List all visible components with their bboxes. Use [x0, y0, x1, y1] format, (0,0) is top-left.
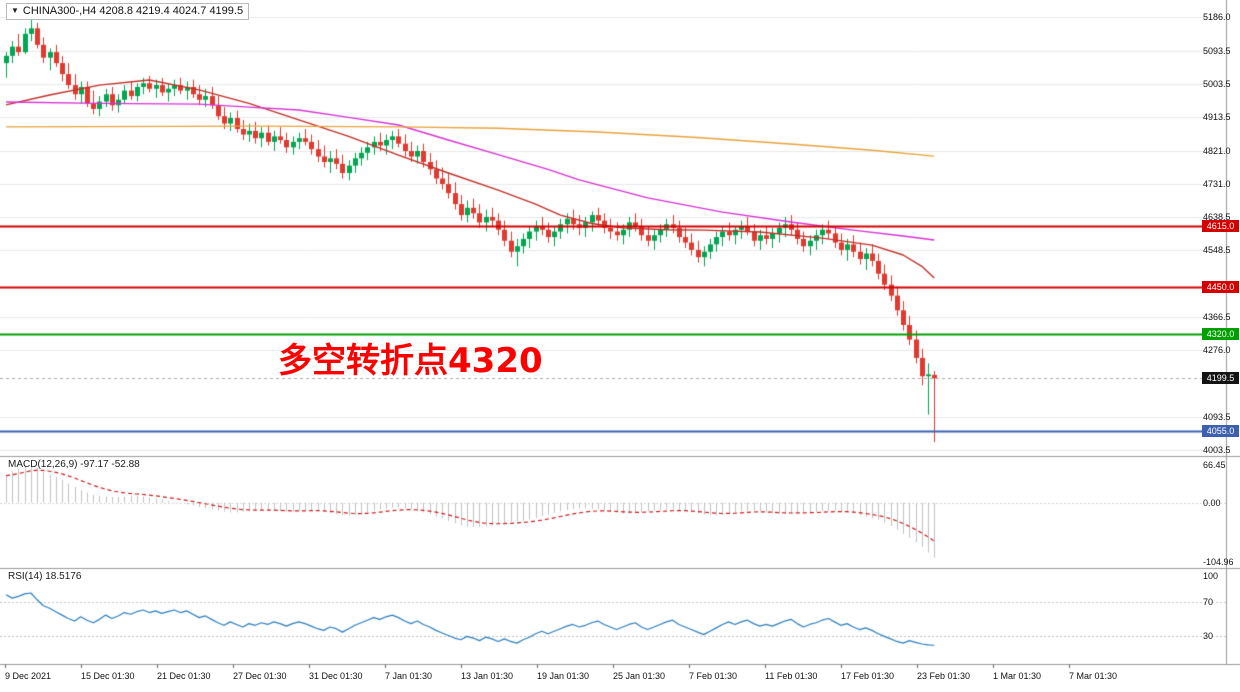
- time-tick-label: 11 Feb 01:30: [765, 671, 818, 681]
- price-tick-label: 4276.0: [1203, 345, 1231, 355]
- time-tick-label: 17 Feb 01:30: [841, 671, 895, 681]
- price-badge: 4055.0: [1202, 425, 1239, 437]
- rsi-tick-label: 70: [1203, 597, 1214, 607]
- macd-label: MACD(12,26,9) -97.17 -52.88: [8, 459, 140, 470]
- time-tick-label: 7 Feb 01:30: [689, 671, 738, 681]
- price-tick-label: 5003.5: [1203, 79, 1231, 89]
- collapse-icon[interactable]: ▼: [11, 6, 19, 15]
- chart-header: ▼ CHINA300-,H4 4208.8 4219.4 4024.7 4199.…: [6, 3, 250, 20]
- rsi-label: RSI(14) 18.5176: [8, 571, 82, 582]
- time-tick-label: 1 Mar 01:30: [993, 671, 1042, 681]
- rsi-tick-label: 30: [1203, 631, 1214, 641]
- price-tick-label: 4548.5: [1203, 245, 1231, 255]
- macd-tick-label: 0.00: [1203, 498, 1221, 508]
- time-tick-label: 7 Jan 01:30: [385, 671, 433, 681]
- price-tick-label: 4821.0: [1203, 146, 1231, 156]
- price-badge: 4450.0: [1202, 281, 1239, 293]
- macd-tick-label: 66.45: [1203, 460, 1226, 470]
- time-tick-label: 25 Jan 01:30: [613, 671, 666, 681]
- time-tick-label: 9 Dec 2021: [5, 671, 52, 681]
- price-tick-label: 4093.5: [1203, 412, 1231, 422]
- time-tick-label: 23 Feb 01:30: [917, 671, 971, 681]
- price-badge: 4615.0: [1202, 220, 1239, 232]
- price-badge: 4320.0: [1202, 328, 1239, 340]
- macd-tick-label: -104.96: [1203, 557, 1234, 567]
- time-tick-label: 7 Mar 01:30: [1069, 671, 1118, 681]
- price-tick-label: 4638.5: [1203, 212, 1231, 222]
- time-tick-label: 21 Dec 01:30: [157, 671, 211, 681]
- time-tick-label: 31 Dec 01:30: [309, 671, 363, 681]
- price-tick-label: 4731.0: [1203, 179, 1231, 189]
- time-tick-label: 13 Jan 01:30: [461, 671, 514, 681]
- time-tick-label: 15 Dec 01:30: [81, 671, 135, 681]
- price-tick-label: 5186.0: [1203, 12, 1231, 22]
- price-tick-label: 5093.5: [1203, 46, 1231, 56]
- rsi-tick-label: 100: [1203, 571, 1219, 581]
- price-tick-label: 4003.5: [1203, 445, 1231, 455]
- chart-annotation: 多空转折点4320: [278, 341, 543, 381]
- chart-title: CHINA300-,H4 4208.8 4219.4 4024.7 4199.5: [22, 5, 244, 17]
- price-tick-label: 4366.5: [1203, 312, 1231, 322]
- time-tick-label: 19 Jan 01:30: [537, 671, 590, 681]
- time-tick-label: 27 Dec 01:30: [233, 671, 287, 681]
- price-tick-label: 4913.5: [1203, 112, 1231, 122]
- price-badge: 4199.5: [1202, 372, 1239, 384]
